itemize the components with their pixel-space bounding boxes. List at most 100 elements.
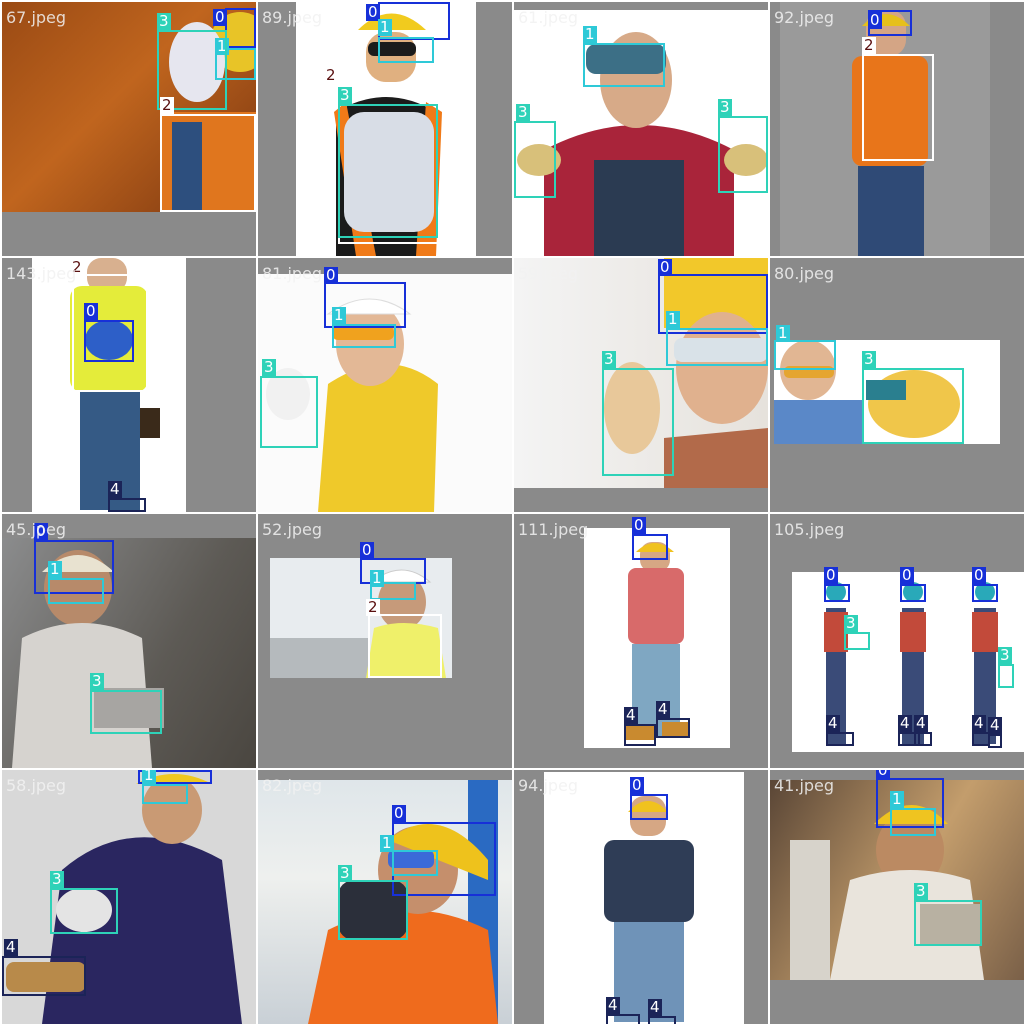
detection-box[interactable]: 2: [70, 259, 148, 392]
file-name: 59.jpeg: [518, 264, 579, 283]
tile-58: 58.jpeg 0 1 3 4: [2, 770, 256, 1024]
photo: [2, 538, 256, 768]
detection-box[interactable]: 0: [876, 770, 944, 828]
detection-box[interactable]: 1: [378, 19, 434, 63]
detection-box[interactable]: 0: [84, 303, 134, 362]
class-label: 4: [914, 714, 928, 732]
detection-box[interactable]: 4: [656, 701, 690, 738]
class-label: 3: [90, 672, 104, 690]
detection-box[interactable]: 1: [583, 26, 665, 87]
detection-box[interactable]: 0: [34, 523, 114, 594]
detection-box[interactable]: 1: [666, 311, 768, 366]
class-label: 4: [606, 996, 620, 1014]
detection-box[interactable]: 0: [824, 567, 850, 602]
class-label: 0: [658, 258, 672, 276]
detection-box[interactable]: 2: [366, 599, 442, 678]
detection-box[interactable]: 3: [602, 351, 674, 476]
tile-105: 105.jpeg 0 0 0 3 3 4 4 4 4 4: [770, 514, 1024, 768]
detection-box[interactable]: 1: [774, 325, 836, 370]
photo-illustration: [774, 340, 960, 444]
detection-box[interactable]: 0: [632, 517, 668, 560]
detection-box[interactable]: 2: [862, 37, 934, 161]
class-label: 4: [898, 714, 912, 732]
detection-box[interactable]: 4: [624, 707, 656, 746]
detection-box[interactable]: 0: [868, 10, 912, 36]
detection-box[interactable]: 3: [998, 647, 1014, 688]
tile-67: 67.jpeg 0 1 3 2: [2, 2, 256, 256]
detection-box[interactable]: 4: [2, 939, 86, 996]
detection-box[interactable]: 4: [108, 481, 146, 512]
photo: [770, 780, 1024, 980]
detection-box[interactable]: 0: [630, 777, 668, 820]
photo-illustration: [266, 298, 438, 512]
detection-box[interactable]: 4: [648, 999, 676, 1024]
detection-box[interactable]: 4: [606, 997, 640, 1024]
tile-61: 61.jpeg 1 3 3: [514, 2, 768, 256]
detection-box[interactable]: 3: [50, 871, 118, 934]
detection-box[interactable]: 3: [914, 883, 982, 946]
file-name: 111.jpeg: [518, 520, 589, 539]
detection-box[interactable]: 0: [392, 805, 496, 896]
class-label: 4: [988, 716, 1002, 734]
detection-box[interactable]: 0: [324, 267, 406, 328]
detection-box[interactable]: 1: [48, 561, 104, 604]
detection-box[interactable]: 4: [898, 715, 920, 746]
class-label: 4: [656, 700, 670, 718]
detection-box[interactable]: 0: [900, 567, 926, 602]
detection-box[interactable]: 3: [338, 865, 408, 940]
class-label: 0: [824, 566, 838, 584]
photo: [514, 258, 768, 488]
detection-box[interactable]: 4: [914, 715, 932, 746]
tile-89: 89.jpeg 0 1 2 3: [258, 2, 512, 256]
class-label: 0: [632, 516, 646, 534]
class-label: 0: [630, 776, 644, 794]
photo-illustration: [334, 13, 442, 256]
tile-81: 81.jpeg 0 1 3: [258, 258, 512, 512]
detection-box[interactable]: 3: [90, 673, 162, 734]
detection-box[interactable]: 1: [142, 770, 188, 804]
detection-box[interactable]: 4: [988, 717, 1002, 748]
class-label: 3: [914, 882, 928, 900]
detection-box[interactable]: 0: [972, 567, 998, 602]
photo-illustration: [604, 796, 694, 1022]
class-label: 3: [50, 870, 64, 888]
detection-box[interactable]: 3: [260, 359, 318, 448]
detection-box[interactable]: 3: [844, 615, 870, 650]
detection-box[interactable]: 3: [157, 13, 227, 110]
class-label: 2: [160, 96, 174, 114]
tile-143: 143.jpeg 2 0 4: [2, 258, 256, 512]
file-name: 89.jpeg: [262, 8, 323, 27]
class-label: 0: [84, 302, 98, 320]
detection-box[interactable]: 1: [370, 570, 416, 600]
detection-box[interactable]: 3: [514, 104, 556, 198]
photo: [544, 772, 744, 1024]
photo-illustration: [517, 32, 768, 256]
class-label: 1: [142, 770, 156, 784]
tile-111: 111.jpeg 0 4 4: [514, 514, 768, 768]
detection-box[interactable]: 3: [338, 87, 438, 238]
detection-box[interactable]: 0: [658, 259, 768, 334]
file-name: 94.jpeg: [518, 776, 579, 795]
class-label: 0: [868, 11, 882, 29]
photo: [296, 2, 476, 256]
photo: [514, 10, 768, 256]
detection-box[interactable]: 0: [213, 8, 256, 48]
file-name: 80.jpeg: [774, 264, 835, 283]
detection-box[interactable]: 2: [160, 97, 256, 212]
class-label: 1: [378, 18, 392, 36]
class-label: 0: [34, 522, 48, 540]
detection-box[interactable]: 1: [890, 791, 936, 836]
detection-box[interactable]: 3: [718, 99, 768, 193]
detection-box[interactable]: 4: [826, 715, 854, 746]
class-label: 3: [516, 103, 530, 121]
class-label: 2: [70, 258, 84, 276]
class-label: 1: [370, 569, 384, 587]
class-label: 1: [890, 790, 904, 808]
detection-box[interactable]: 1: [380, 835, 438, 876]
class-label: 3: [862, 350, 876, 368]
file-name: 45.jpeg: [6, 520, 67, 539]
photo-illustration: [852, 10, 928, 256]
detection-box[interactable]: 1: [332, 307, 396, 348]
tile-45: 45.jpeg 0 1 3: [2, 514, 256, 768]
detection-box[interactable]: 3: [862, 351, 964, 444]
